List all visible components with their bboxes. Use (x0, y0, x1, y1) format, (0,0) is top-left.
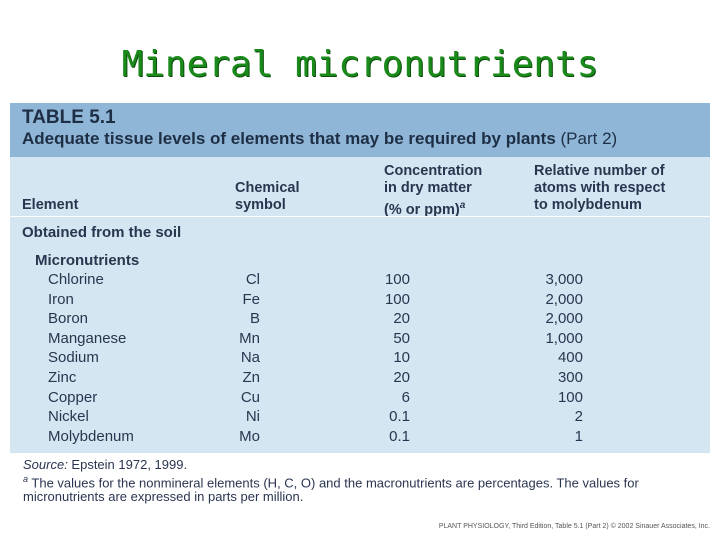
table-caption-main: Adequate tissue levels of elements that … (22, 129, 556, 148)
element-symbol: Mo (239, 427, 260, 445)
table-row: Zinc Zn 20 300 (10, 369, 710, 389)
table-caption-part: (Part 2) (555, 129, 618, 148)
credit-line: PLANT PHYSIOLOGY, Third Edition, Table 5… (438, 523, 710, 530)
element-name: Iron (48, 290, 74, 308)
header-divider (10, 216, 710, 217)
element-name: Boron (48, 310, 89, 328)
element-symbol: Fe (242, 290, 260, 308)
table-row: Copper Cu 6 100 (10, 389, 710, 409)
relative-atoms-value: 1 (574, 427, 583, 445)
footnote-a: a The values for the nonmineral elements… (23, 472, 703, 504)
element-name: Molybdenum (48, 427, 134, 445)
element-name: Manganese (48, 329, 127, 347)
element-name: Copper (48, 388, 98, 406)
relative-atoms-value: 100 (557, 388, 583, 406)
footnote-marker: a (23, 474, 29, 484)
source-note: Source: Epstein 1972, 1999. (23, 458, 703, 472)
table-number: TABLE 5.1 (22, 107, 116, 128)
column-header-symbol: Chemical symbol (235, 180, 299, 214)
relative-atoms-value: 2,000 (545, 310, 583, 328)
element-symbol: Cu (240, 388, 260, 406)
concentration-value: 50 (393, 329, 410, 347)
concentration-value: 0.1 (389, 408, 410, 426)
column-header-relative-line2: atoms with respect (534, 180, 666, 196)
source-text: Epstein 1972, 1999. (67, 457, 188, 472)
column-header-symbol-line1: Chemical (235, 180, 300, 196)
concentration-value: 10 (393, 349, 410, 367)
element-name: Sodium (48, 349, 99, 367)
table-row: Nickel Ni 0.1 2 (10, 408, 710, 428)
element-symbol: Na (240, 349, 260, 367)
table-row: Manganese Mn 50 1,000 (10, 330, 710, 350)
relative-atoms-value: 400 (557, 349, 583, 367)
element-symbol: Zn (242, 369, 260, 386)
table-row: Boron B 20 2,000 (10, 310, 710, 330)
column-header-concentration-line2: in dry matter (384, 180, 472, 196)
column-header-relative-line3: to molybdenum (534, 197, 642, 213)
column-header-concentration-line1: Concentration (384, 163, 483, 179)
concentration-value: 100 (384, 271, 410, 288)
column-header-relative-line1: Relative number of (534, 163, 665, 179)
concentration-value: 20 (393, 310, 410, 328)
concentration-value: 20 (393, 369, 410, 386)
slide-title: Mineral micronutrients (121, 44, 599, 85)
element-name: Chlorine (48, 271, 104, 288)
column-header-concentration-line3: (% or ppm)a (384, 197, 482, 219)
relative-atoms-value: 3,000 (545, 271, 583, 288)
relative-atoms-value: 300 (557, 369, 583, 386)
concentration-value: 6 (401, 388, 410, 406)
table-row: Sodium Na 10 400 (10, 349, 710, 369)
footnote-text: The values for the nonmineral elements (… (23, 475, 639, 505)
table-row: Chlorine Cl 100 3,000 (10, 271, 710, 291)
table-header-band: TABLE 5.1 Adequate tissue levels of elem… (10, 103, 710, 157)
element-symbol: Mn (239, 329, 260, 347)
element-symbol: Ni (245, 408, 260, 426)
relative-atoms-value: 1,000 (545, 329, 583, 347)
element-name: Nickel (48, 408, 89, 426)
column-header-relative: Relative number of atoms with respect to… (534, 163, 665, 214)
element-symbol: B (249, 310, 260, 328)
data-table: TABLE 5.1 Adequate tissue levels of elem… (10, 103, 710, 453)
relative-atoms-value: 2,000 (545, 290, 583, 308)
source-label: Source: (23, 457, 68, 472)
table-row: Iron Fe 100 2,000 (10, 291, 710, 311)
column-header-element: Element (22, 197, 79, 213)
table-caption: Adequate tissue levels of elements that … (22, 129, 617, 149)
section-label: Obtained from the soil (22, 224, 182, 241)
concentration-value: 100 (384, 290, 410, 308)
relative-atoms-value: 2 (574, 408, 583, 426)
subsection-label: Micronutrients (35, 252, 140, 269)
footnote-marker-sup: a (459, 200, 466, 211)
table-row: Molybdenum Mo 0.1 1 (10, 428, 710, 448)
column-header-symbol-line2: symbol (235, 197, 286, 213)
element-symbol: Cl (245, 271, 260, 288)
element-name: Zinc (48, 369, 77, 386)
column-header-concentration-unit: (% or ppm) (384, 201, 460, 218)
concentration-value: 0.1 (389, 427, 410, 445)
column-header-concentration: Concentration in dry matter (% or ppm)a (384, 163, 482, 219)
footnotes: Source: Epstein 1972, 1999. a The values… (23, 458, 703, 504)
